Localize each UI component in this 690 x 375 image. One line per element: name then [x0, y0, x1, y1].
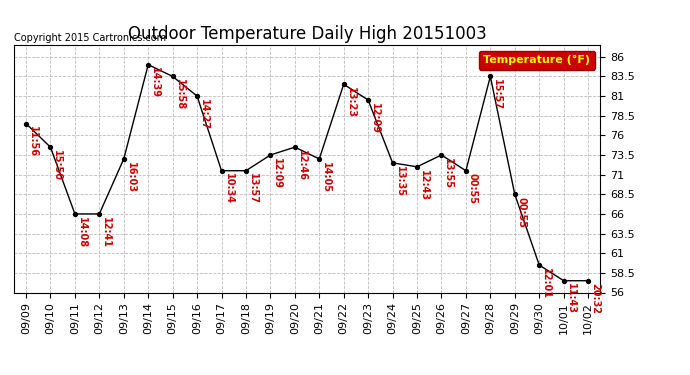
Point [338, 81, 349, 87]
Text: 11:43: 11:43 [566, 284, 575, 315]
Text: 16:03: 16:03 [126, 162, 136, 193]
Text: 15:50: 15:50 [52, 150, 62, 181]
Text: 12:09: 12:09 [273, 158, 282, 189]
Text: Copyright 2015 Cartronics.com: Copyright 2015 Cartronics.com [14, 33, 166, 42]
Point [582, 278, 593, 284]
Point [289, 144, 300, 150]
Text: 12:01: 12:01 [541, 268, 551, 299]
Point [70, 211, 81, 217]
Point [192, 93, 203, 99]
Text: 00:55: 00:55 [517, 197, 526, 228]
Legend: Temperature (°F): Temperature (°F) [479, 51, 595, 69]
Text: 15:58: 15:58 [175, 79, 185, 110]
Point [118, 156, 129, 162]
Text: 14:39: 14:39 [150, 68, 160, 98]
Point [265, 152, 276, 158]
Text: 10:34: 10:34 [224, 174, 233, 204]
Title: Outdoor Temperature Daily High 20151003: Outdoor Temperature Daily High 20151003 [128, 26, 486, 44]
Text: 00:55: 00:55 [468, 174, 478, 204]
Text: 11:56: 11:56 [28, 126, 38, 158]
Text: 20:32: 20:32 [590, 284, 600, 315]
Point [436, 152, 447, 158]
Point [509, 191, 520, 197]
Text: 13:35: 13:35 [395, 166, 404, 196]
Text: 14:08: 14:08 [77, 217, 87, 248]
Point [533, 262, 544, 268]
Point [216, 168, 227, 174]
Text: 13:57: 13:57 [248, 174, 258, 204]
Point [21, 121, 32, 127]
Text: 12:46: 12:46 [297, 150, 307, 181]
Text: 13:23: 13:23 [346, 87, 355, 118]
Point [240, 168, 251, 174]
Text: 15:57: 15:57 [492, 79, 502, 110]
Point [167, 74, 178, 80]
Text: 12:43: 12:43 [419, 170, 429, 201]
Point [558, 278, 569, 284]
Point [314, 156, 325, 162]
Point [411, 164, 422, 170]
Text: 13:55: 13:55 [444, 158, 453, 189]
Text: 12:09: 12:09 [370, 103, 380, 134]
Point [485, 74, 496, 80]
Point [363, 97, 374, 103]
Text: 12:41: 12:41 [101, 217, 111, 248]
Text: 14:05: 14:05 [322, 162, 331, 193]
Point [143, 62, 154, 68]
Point [387, 160, 398, 166]
Point [460, 168, 471, 174]
Text: 14:27: 14:27 [199, 99, 209, 130]
Point [94, 211, 105, 217]
Point [45, 144, 56, 150]
